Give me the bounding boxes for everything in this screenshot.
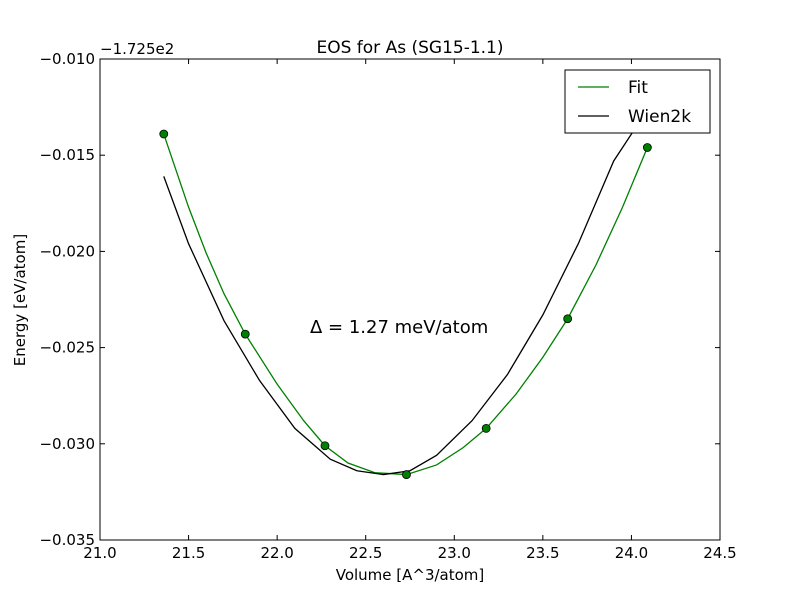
y-tick-label: −0.010: [39, 50, 95, 68]
x-tick-label: 21.5: [172, 544, 205, 562]
y-tick-label: −0.025: [39, 339, 95, 357]
data-point: [240, 329, 250, 339]
y-axis-offset-label: −1.725e2: [100, 40, 174, 58]
data-point: [642, 143, 652, 152]
legend: Fit Wien2k: [564, 69, 711, 134]
data-point: [402, 470, 411, 479]
x-tick-label: 23.0: [438, 544, 471, 562]
x-tick-label: 23.5: [526, 544, 559, 562]
x-tick-label: 24.0: [615, 544, 648, 562]
x-tick-label: 24.5: [703, 544, 736, 562]
plot-frame: [99, 58, 721, 541]
y-tick-label: −0.015: [39, 146, 95, 164]
chart-title: EOS for As (SG15-1.1): [316, 38, 503, 58]
y-tick-label: −0.035: [39, 531, 95, 549]
y-tick-label: −0.020: [39, 242, 95, 260]
y-tick-label: −0.030: [39, 435, 95, 453]
data-point: [159, 129, 169, 139]
data-point: [481, 424, 491, 433]
series-line-fit: [163, 133, 648, 476]
delta-annotation: Δ = 1.27 meV/atom: [310, 317, 488, 338]
legend-label-wien2k: Wien2k: [628, 107, 691, 127]
x-tick-label: 21.0: [83, 544, 116, 562]
x-tick-label: 22.0: [260, 544, 293, 562]
y-axis-label: Energy [eV/atom]: [11, 234, 29, 366]
data-point: [320, 441, 330, 451]
x-tick-label: 22.5: [349, 544, 382, 562]
legend-label-fit: Fit: [628, 78, 648, 98]
data-point: [563, 314, 573, 324]
legend-box: [564, 69, 711, 134]
series-line-wien2k: [163, 120, 641, 476]
x-axis-label: Volume [A^3/atom]: [336, 566, 485, 584]
